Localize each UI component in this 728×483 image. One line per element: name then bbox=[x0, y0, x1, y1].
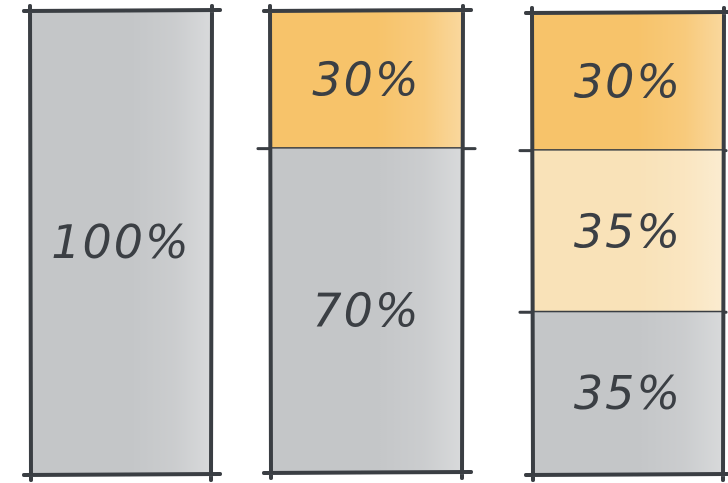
bar-1-outline bbox=[22, 4, 222, 482]
bar-3-segment-2-shading bbox=[637, 150, 724, 313]
bar-3-outline bbox=[524, 6, 728, 482]
bar-3: 30% 35% 35% bbox=[518, 6, 728, 482]
bar-3-segment-2-label: 35% bbox=[574, 204, 682, 258]
bar-2: 30% 70% bbox=[256, 4, 477, 480]
bar-2-outline bbox=[262, 4, 473, 480]
bar-3-segment-1-label: 30% bbox=[574, 54, 682, 108]
bars-layer: 100% 30% 70% 30% 35% 35% bbox=[22, 4, 728, 482]
bar-3-segment-3-shading bbox=[637, 312, 724, 474]
bar-3-segment-1-shading bbox=[637, 12, 724, 151]
bar-2-segment-1-label: 30% bbox=[312, 52, 420, 106]
bar-2-segment-2-label: 70% bbox=[312, 283, 420, 337]
bar-2-segment-1-shading bbox=[376, 10, 463, 149]
bar-1-segment-1-label: 100% bbox=[51, 215, 191, 269]
bar-2-segment-2-shading bbox=[376, 148, 463, 472]
bar-1: 100% bbox=[22, 4, 222, 482]
bar-3-segment-3-label: 35% bbox=[574, 366, 682, 420]
bar-1-segment-1-shading bbox=[130, 10, 212, 474]
